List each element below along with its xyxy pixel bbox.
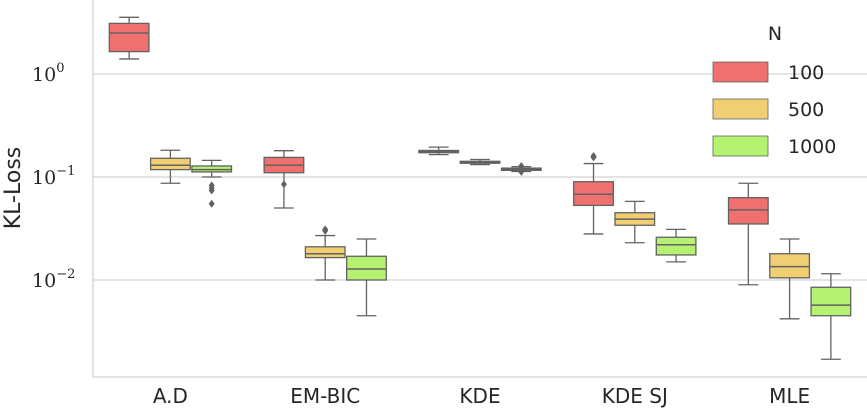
legend-swatch bbox=[712, 135, 769, 157]
box-1000-EM-BIC bbox=[346, 238, 387, 317]
y-tick-label: 10−1 bbox=[32, 164, 75, 189]
legend-title: N bbox=[768, 23, 782, 45]
box-100-EM-BIC bbox=[263, 150, 305, 209]
box-1000-KDE SJ bbox=[655, 228, 697, 263]
box-1000-KDE bbox=[500, 161, 542, 176]
legend-label: 1000 bbox=[788, 136, 836, 158]
outlier-point bbox=[518, 167, 525, 176]
box-100-KDE bbox=[418, 146, 460, 156]
box-iqr bbox=[655, 236, 697, 256]
box-500-A.D bbox=[149, 149, 191, 184]
box-100-MLE bbox=[727, 182, 769, 286]
x-tick-label: KDE bbox=[459, 384, 500, 408]
box-iqr bbox=[727, 197, 769, 225]
x-tick-label: MLE bbox=[769, 384, 810, 408]
x-tick-label: A.D bbox=[153, 384, 188, 408]
box-500-MLE bbox=[769, 238, 811, 320]
box-iqr bbox=[346, 255, 387, 281]
legend-swatch bbox=[712, 98, 769, 120]
box-500-EM-BIC bbox=[304, 225, 346, 281]
box-1000-A.D bbox=[191, 159, 233, 208]
outlier-point bbox=[322, 225, 329, 234]
boxplot-series bbox=[108, 16, 852, 360]
legend-label: 500 bbox=[788, 99, 824, 121]
outlier-point bbox=[590, 151, 597, 160]
box-iqr bbox=[304, 246, 346, 259]
legend-label: 100 bbox=[788, 62, 824, 84]
outlier-point bbox=[280, 180, 287, 189]
legend: N 100 500 1000 bbox=[712, 23, 836, 158]
y-tick-label: 100 bbox=[32, 61, 64, 86]
outlier-point bbox=[518, 161, 525, 170]
box-100-KDE SJ bbox=[573, 151, 614, 235]
box-500-KDE SJ bbox=[614, 200, 656, 244]
box-500-KDE bbox=[459, 158, 501, 166]
x-tick-label: KDE SJ bbox=[602, 384, 668, 408]
y-tick-label: 10−2 bbox=[32, 267, 75, 292]
legend-swatch bbox=[712, 61, 769, 83]
x-tick-labels: A.D EM-BIC KDE KDE SJ MLE bbox=[153, 384, 810, 408]
box-iqr bbox=[810, 286, 852, 317]
outlier-point bbox=[208, 186, 215, 195]
box-iqr bbox=[149, 157, 191, 171]
y-axis-label: KL-Loss bbox=[1, 147, 26, 230]
box-1000-MLE bbox=[810, 273, 852, 360]
x-tick-label: EM-BIC bbox=[290, 384, 360, 408]
box-iqr bbox=[769, 253, 811, 279]
y-tick-labels: 100 10−1 10−2 bbox=[32, 61, 75, 292]
outlier-point bbox=[208, 199, 215, 208]
box-100-A.D bbox=[108, 16, 150, 60]
box-iqr bbox=[108, 22, 150, 53]
